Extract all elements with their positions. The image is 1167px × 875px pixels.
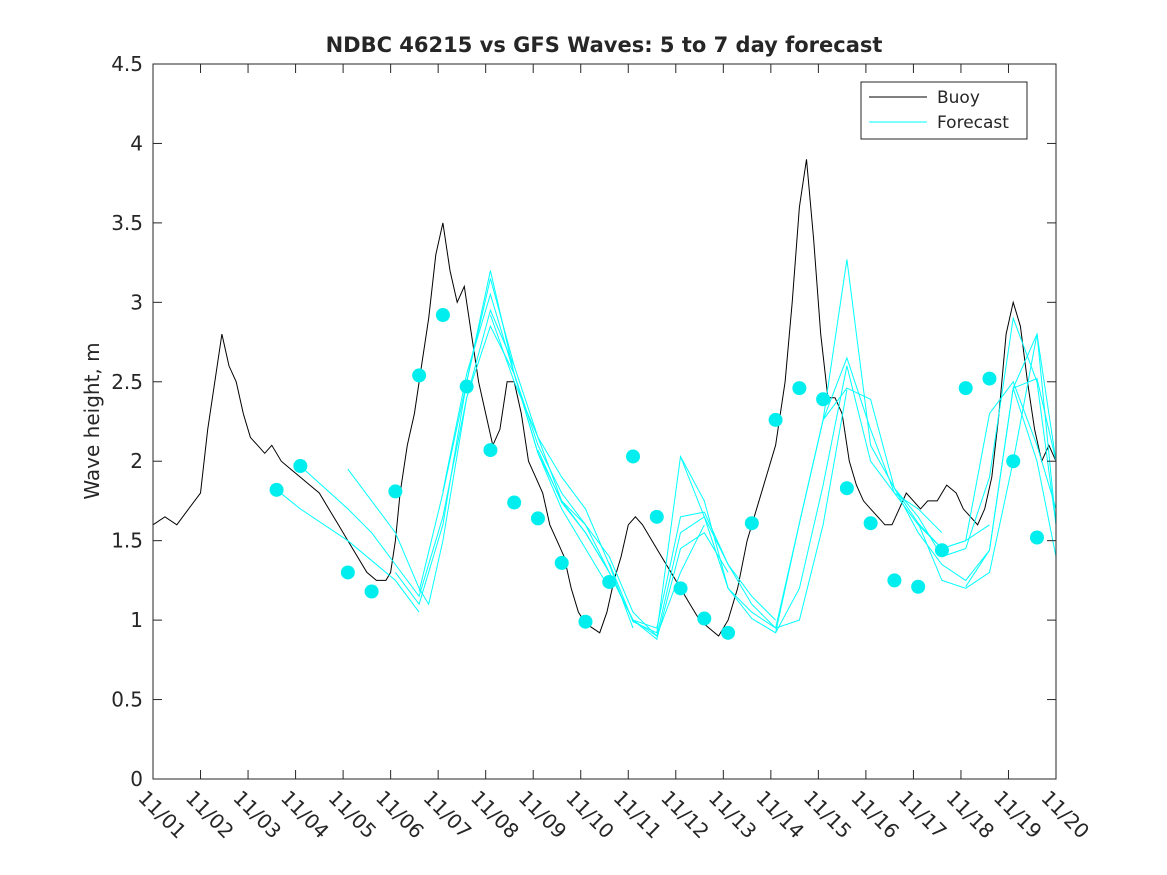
y-tick-label: 0 [130, 767, 143, 791]
forecast-marker [863, 516, 878, 531]
legend-forecast-label: Forecast [937, 113, 1009, 133]
forecast-line [537, 389, 848, 629]
forecast-line [1012, 387, 1057, 557]
y-tick-label: 1.5 [111, 529, 143, 553]
forecast-markers-group [269, 308, 1044, 640]
forecast-marker [816, 392, 831, 407]
forecast-marker [768, 412, 783, 427]
y-tick-label: 2.5 [111, 370, 143, 394]
forecast-marker [412, 368, 427, 383]
forecast-marker [269, 482, 284, 497]
forecast-marker [934, 543, 949, 558]
forecast-marker [507, 495, 522, 510]
buoy-line [152, 159, 1057, 637]
y-tick-label: 2 [130, 449, 143, 473]
y-tick-label: 4 [130, 131, 143, 155]
y-axis-label: Wave height, m [80, 342, 104, 499]
legend-buoy-label: Buoy [937, 88, 980, 108]
forecast-marker [911, 579, 926, 594]
forecast-marker [364, 584, 379, 599]
forecast-marker [602, 574, 617, 589]
y-tick-label: 3.5 [111, 211, 143, 235]
y-tick-label: 1 [130, 608, 143, 632]
forecast-line [347, 324, 610, 606]
forecast-marker [982, 371, 997, 386]
forecast-marker [958, 381, 973, 396]
forecast-line [276, 489, 420, 613]
forecast-marker [1029, 530, 1044, 545]
legend-box [860, 81, 1028, 140]
y-tick-label: 3 [130, 290, 143, 314]
forecast-marker [792, 381, 807, 396]
forecast-marker [721, 625, 736, 640]
forecast-marker [887, 573, 902, 588]
y-tick-label: 0.5 [111, 688, 143, 712]
forecast-line [394, 278, 634, 629]
forecast-marker [483, 443, 498, 458]
plot-area [153, 64, 1056, 779]
forecast-marker [578, 614, 593, 629]
forecast-marker [293, 458, 308, 473]
y-axis-ticks: 0 0.5 1 1.5 2 2.5 3 3.5 4 4.5 [111, 52, 1056, 791]
forecast-marker [554, 555, 569, 570]
forecast-marker [340, 565, 355, 580]
y-tick-label: 4.5 [111, 52, 143, 76]
forecast-marker [744, 516, 759, 531]
forecast-marker [673, 581, 688, 596]
forecast-marker [1006, 454, 1021, 469]
chart-title: NDBC 46215 vs GFS Waves: 5 to 7 day fore… [326, 33, 883, 57]
legend: Buoy Forecast [860, 81, 1028, 140]
forecast-marker [697, 611, 712, 626]
buoy-series-group [152, 159, 1057, 637]
forecast-marker [839, 481, 854, 496]
forecast-line [299, 308, 515, 598]
forecast-marker [388, 484, 403, 499]
forecast-marker [649, 509, 664, 524]
plot-frame [152, 63, 1057, 780]
forecast-marker [435, 308, 450, 323]
forecast-marker [459, 379, 474, 394]
forecast-line [893, 377, 1057, 582]
forecast-marker [530, 511, 545, 526]
forecast-marker [626, 449, 641, 464]
